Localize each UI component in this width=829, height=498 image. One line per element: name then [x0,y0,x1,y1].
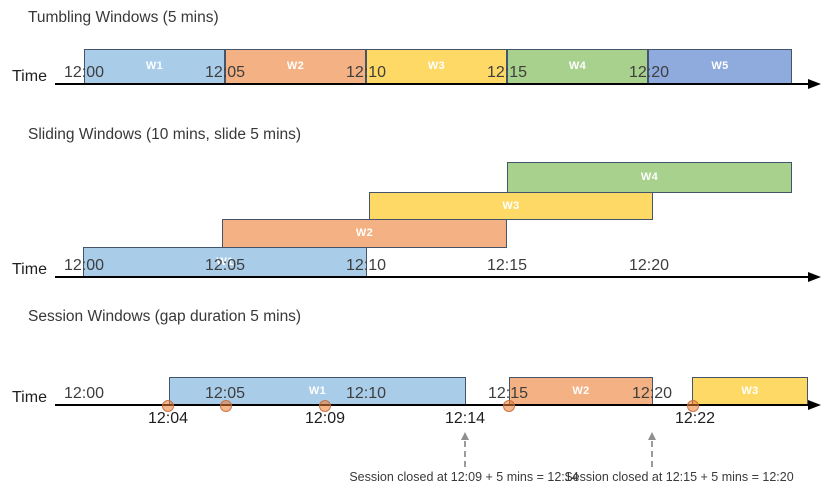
session-close-annotation: Session closed at 12:15 + 5 mins = 12:20 [564,470,794,484]
sliding-window-w3: W3 [369,192,653,220]
event-dot [220,400,232,412]
session-tick-1210: 12:10 [345,385,387,402]
tumbling-section-title: Tumbling Windows (5 mins) [28,9,219,26]
window-label: W1 [308,384,327,397]
window-label: W5 [711,60,729,72]
tumbling-tick-1220: 12:20 [628,64,670,81]
sliding-tick-1200: 12:00 [63,257,105,274]
session-close-arrow-stem [464,441,466,467]
window-label: W3 [741,384,759,397]
sliding-window-w1: W1 [83,247,367,277]
window-label: W1 [145,60,164,72]
event-time-label-1204: 12:04 [147,410,189,427]
tumbling-axis-arrowhead-icon [808,79,821,89]
sliding-tick-1205: 12:05 [204,257,246,274]
tumbling-window-w3: W3 [366,49,507,84]
session-section-title: Session Windows (gap duration 5 mins) [28,308,302,325]
event-time-label-1214: 12:14 [444,410,486,427]
event-dot [319,400,331,412]
tumbling-tick-1205: 12:05 [204,64,246,81]
session-axis-arrowhead-icon [808,400,821,410]
sliding-time-axis-label: Time [12,261,47,278]
sliding-time-axis [55,276,809,278]
session-window-w3: W3 [692,377,808,405]
sliding-window-w4: W4 [507,162,792,193]
window-label: W4 [568,60,587,72]
window-label: W2 [572,384,590,397]
tumbling-tick-1210: 12:10 [345,64,387,81]
session-tick-1200: 12:00 [63,385,105,402]
session-close-annotation: Session closed at 12:09 + 5 mins = 12:14 [349,470,579,484]
window-label: W4 [640,171,659,183]
sliding-window-w2: W2 [222,219,507,248]
tumbling-time-axis [55,83,809,85]
tumbling-window-w4: W4 [507,49,648,84]
tumbling-time-axis-label: Time [12,68,47,85]
event-dot [687,400,699,412]
tumbling-tick-1200: 12:00 [63,64,105,81]
session-close-arrow-icon [648,432,656,440]
event-time-label-1209: 12:09 [304,410,346,427]
tumbling-window-w5: W5 [648,49,792,84]
sliding-section-title: Sliding Windows (10 mins, slide 5 mins) [28,126,302,143]
event-dot [162,400,174,412]
window-label: W2 [355,227,374,239]
session-tick-1205: 12:05 [204,385,246,402]
window-label: W3 [427,60,446,72]
session-tick-1220: 12:20 [631,385,673,402]
event-dot [503,400,515,412]
session-close-arrow-stem [651,441,653,467]
sliding-tick-1210: 12:10 [345,257,387,274]
window-label: W3 [502,199,520,212]
tumbling-tick-1215: 12:15 [486,64,528,81]
window-label: W2 [286,60,305,72]
session-time-axis [55,404,809,406]
window-label: W1 [216,255,234,268]
session-close-arrow-icon [461,432,469,440]
sliding-axis-arrowhead-icon [808,272,821,282]
tumbling-window-w1: W1 [84,49,225,84]
session-time-axis-label: Time [12,389,47,406]
event-time-label-1222: 12:22 [674,410,716,427]
session-tick-1215: 12:15 [487,385,529,402]
tumbling-window-w2: W2 [225,49,366,84]
sliding-tick-1215: 12:15 [486,257,528,274]
sliding-tick-1220: 12:20 [628,257,670,274]
